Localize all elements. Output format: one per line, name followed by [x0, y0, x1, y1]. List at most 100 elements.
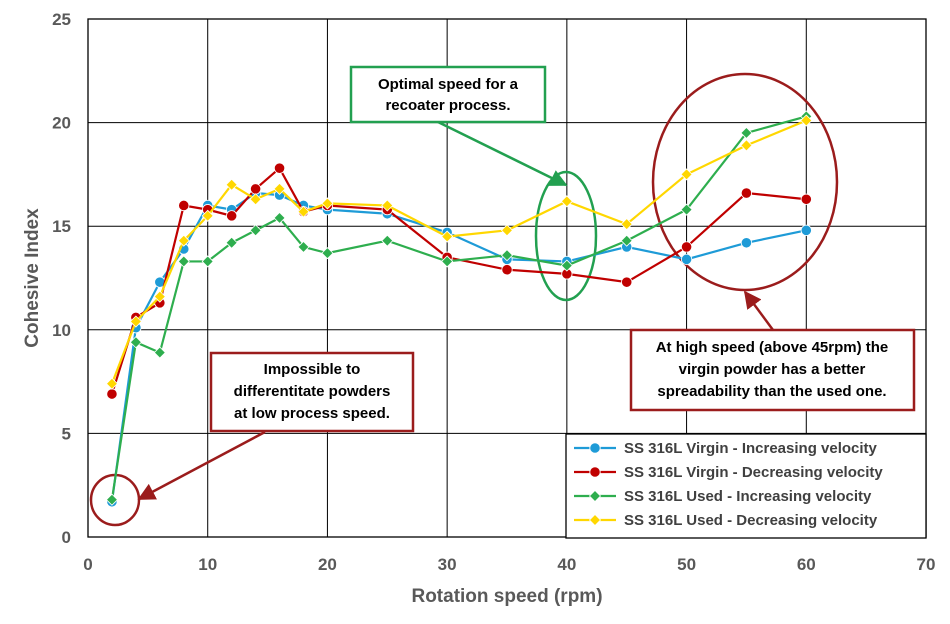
data-point: [249, 224, 262, 237]
low-speed-arrow: [137, 430, 266, 501]
legend-entry: SS 316L Virgin - Increasing velocity: [574, 440, 878, 457]
data-point: [621, 276, 633, 288]
data-point: [560, 259, 573, 272]
y-tick-label: 15: [52, 217, 71, 236]
annotation-line: spreadability than the used one.: [657, 383, 886, 400]
data-point: [321, 197, 334, 210]
data-point: [106, 388, 118, 400]
annotation-recoater: Optimal speed for a recoater process.: [349, 65, 547, 124]
data-point: [225, 178, 238, 191]
data-point: [381, 234, 394, 247]
y-tick-label: 10: [52, 321, 71, 340]
series-4: [105, 114, 813, 390]
legend-swatch-marker: [589, 466, 601, 478]
legend: SS 316L Virgin - Increasing velocity SS 3…: [565, 433, 927, 539]
x-tick-label: 40: [557, 555, 576, 574]
data-point: [153, 290, 166, 303]
legend-swatch-marker: [589, 442, 601, 454]
high-speed-ellipse: [651, 72, 839, 292]
series-3: [105, 110, 813, 506]
data-point: [201, 255, 214, 268]
legend-swatch-marker: [588, 513, 602, 527]
data-point: [381, 199, 394, 212]
data-point: [105, 493, 119, 506]
y-tick-label: 0: [62, 528, 71, 547]
data-point: [800, 114, 813, 127]
annotation-high-speed: At high speed (above 45rpm) the virgin p…: [629, 328, 916, 412]
x-tick-label: 10: [198, 555, 217, 574]
data-point: [501, 264, 513, 276]
data-point: [800, 193, 812, 205]
data-point: [740, 237, 753, 249]
data-point: [680, 203, 693, 216]
series-line: [110, 119, 807, 385]
data-point: [680, 241, 693, 253]
annotation-line: at low process speed.: [234, 405, 390, 422]
data-point: [620, 218, 633, 231]
data-point: [177, 234, 190, 247]
recoater-arrow: [437, 120, 568, 187]
legend-box: [565, 433, 927, 539]
x-tick-label: 0: [83, 555, 92, 574]
data-point: [177, 255, 190, 268]
data-point: [500, 249, 514, 262]
legend-label: SS 316L Virgin - Increasing velocity: [624, 440, 878, 457]
legend-entry: SS 316L Used - Decreasing velocity: [574, 512, 878, 529]
x-tick-label: 60: [797, 555, 816, 574]
x-tick-label: 50: [677, 555, 696, 574]
data-point: [321, 247, 334, 260]
legend-label: SS 316L Used - Increasing velocity: [624, 488, 872, 505]
data-point: [226, 210, 238, 222]
series-line: [110, 115, 807, 500]
y-tick-label: 20: [52, 114, 71, 133]
data-point: [273, 162, 286, 174]
x-axis-title: Rotation speed (rpm): [411, 586, 602, 607]
data-point: [153, 346, 166, 359]
data-point: [441, 255, 454, 268]
data-point: [740, 139, 753, 152]
data-point: [560, 195, 573, 208]
tick-labels: 0 10 20 30 40 50 60 70 0 5 10 15 20 25: [52, 10, 935, 574]
y-tick-label: 25: [52, 10, 71, 29]
legend-entry: SS 316L Virgin - Decreasing velocity: [574, 464, 883, 481]
series-layer: [105, 110, 813, 508]
data-point: [273, 182, 286, 195]
annotation-low-speed: Impossible to differentitate powders at …: [209, 351, 415, 433]
legend-entry: SS 316L Used - Increasing velocity: [574, 488, 872, 505]
annotation-line: recoater process.: [385, 97, 510, 114]
legend-swatch-marker: [588, 489, 602, 503]
high-speed-arrow: [743, 290, 775, 331]
data-point: [249, 193, 262, 206]
x-tick-label: 70: [917, 555, 936, 574]
data-point: [297, 240, 310, 253]
data-point: [250, 183, 262, 195]
legend-label: SS 316L Virgin - Decreasing velocity: [624, 464, 883, 481]
annotation-line: At high speed (above 45rpm) the: [656, 339, 889, 356]
data-point: [680, 253, 693, 265]
y-axis-title: Cohesive Index: [22, 208, 43, 348]
y-tick-label: 5: [62, 424, 71, 443]
data-point: [105, 377, 119, 390]
annotation-line: virgin powder has a better: [679, 361, 866, 378]
data-point: [178, 199, 190, 212]
annotation-line: Impossible to: [264, 361, 361, 378]
data-point: [620, 234, 633, 247]
data-point: [740, 187, 753, 199]
data-point: [680, 168, 693, 181]
legend-label: SS 316L Used - Decreasing velocity: [624, 512, 878, 529]
data-point: [201, 209, 214, 222]
data-point: [500, 224, 514, 237]
data-point: [129, 315, 142, 328]
data-point: [740, 126, 753, 140]
x-tick-label: 30: [438, 555, 457, 574]
data-point: [800, 224, 812, 236]
data-point: [297, 205, 310, 218]
annotation-line: differentitate powders: [234, 383, 391, 400]
annotation-line: Optimal speed for a: [378, 76, 519, 93]
data-point: [273, 211, 286, 224]
data-point: [129, 336, 142, 349]
data-point: [225, 236, 238, 249]
x-tick-label: 20: [318, 555, 337, 574]
data-point: [441, 230, 454, 243]
